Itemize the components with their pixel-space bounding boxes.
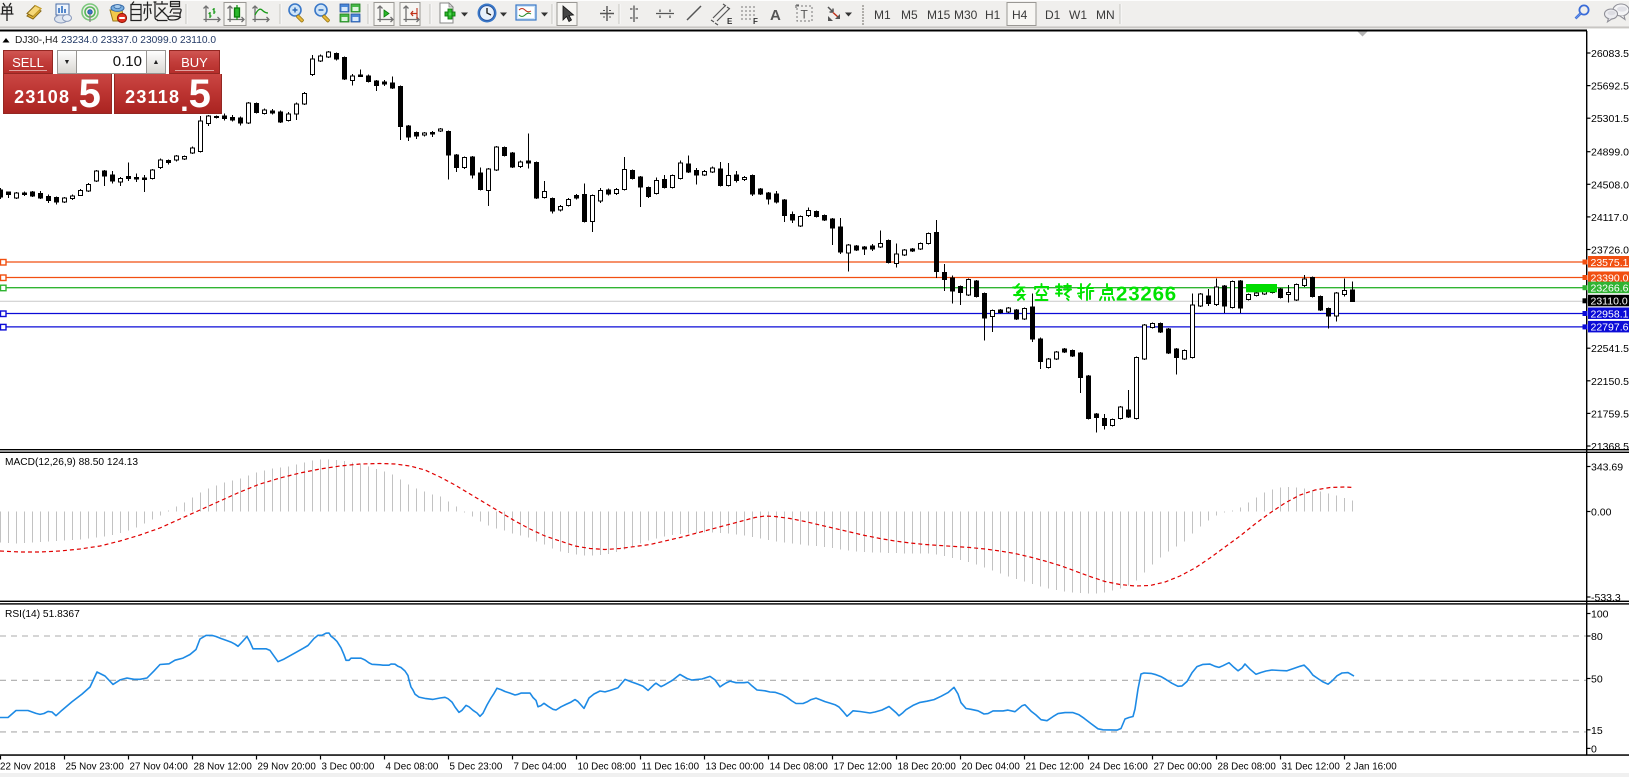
svg-text:23266: 23266 (1116, 283, 1177, 306)
svg-text:23110.0: 23110.0 (1591, 296, 1628, 308)
svg-text:21759.5: 21759.5 (1591, 408, 1629, 420)
svg-text:3 Dec 00:00: 3 Dec 00:00 (322, 762, 375, 773)
svg-text:27 Dec 00:00: 27 Dec 00:00 (1154, 762, 1213, 773)
svg-text:17 Dec 12:00: 17 Dec 12:00 (834, 762, 893, 773)
svg-text:18 Dec 20:00: 18 Dec 20:00 (898, 762, 957, 773)
svg-text:4 Dec 08:00: 4 Dec 08:00 (386, 762, 439, 773)
svg-text:23575.1: 23575.1 (1591, 257, 1629, 269)
svg-text:M15: M15 (927, 8, 951, 22)
svg-text:RSI(14) 51.8367: RSI(14) 51.8367 (5, 609, 80, 620)
svg-text:343.69: 343.69 (1591, 462, 1623, 474)
svg-text:24508.0: 24508.0 (1591, 179, 1629, 191)
svg-text:22541.5: 22541.5 (1591, 343, 1629, 355)
svg-text:24 Dec 16:00: 24 Dec 16:00 (1090, 762, 1149, 773)
svg-text:22 Nov 2018: 22 Nov 2018 (0, 762, 56, 773)
svg-text:-533.3: -533.3 (1591, 592, 1621, 604)
svg-text:23726.0: 23726.0 (1591, 245, 1629, 257)
svg-text:5 Dec 23:00: 5 Dec 23:00 (450, 762, 503, 773)
svg-text:M30: M30 (954, 8, 978, 22)
svg-text:24117.0: 24117.0 (1591, 212, 1628, 224)
svg-text:M1: M1 (874, 8, 891, 22)
svg-text:H4: H4 (1012, 8, 1028, 22)
svg-text:0.00: 0.00 (1591, 507, 1612, 519)
svg-text:11 Dec 16:00: 11 Dec 16:00 (642, 762, 700, 773)
svg-text:21 Dec 12:00: 21 Dec 12:00 (1026, 762, 1085, 773)
svg-text:50: 50 (1591, 674, 1603, 686)
svg-text:7 Dec 04:00: 7 Dec 04:00 (514, 762, 567, 773)
svg-text:M5: M5 (901, 8, 918, 22)
svg-text:T: T (801, 8, 809, 22)
svg-text:25 Nov 23:00: 25 Nov 23:00 (66, 762, 125, 773)
svg-text:E: E (727, 17, 733, 26)
svg-text:100: 100 (1591, 609, 1609, 621)
svg-text:25692.5: 25692.5 (1591, 81, 1629, 93)
svg-text:13 Dec 00:00: 13 Dec 00:00 (706, 762, 765, 773)
svg-text:22150.5: 22150.5 (1591, 376, 1629, 388)
svg-text:28 Nov 12:00: 28 Nov 12:00 (194, 762, 253, 773)
svg-text:A: A (770, 7, 781, 24)
svg-text:D1: D1 (1045, 8, 1061, 22)
svg-text:2 Jan 16:00: 2 Jan 16:00 (1346, 762, 1398, 773)
svg-text:W1: W1 (1069, 8, 1087, 22)
svg-text:80: 80 (1591, 631, 1603, 643)
svg-text:MN: MN (1096, 8, 1115, 22)
svg-text:0: 0 (1591, 743, 1597, 755)
svg-text:10 Dec 08:00: 10 Dec 08:00 (578, 762, 637, 773)
svg-text:DJ30-,H4: DJ30-,H4 (15, 35, 58, 46)
svg-text:21368.5: 21368.5 (1591, 441, 1629, 453)
svg-text:22797.6: 22797.6 (1591, 322, 1629, 334)
svg-text:F: F (753, 17, 758, 26)
svg-text:23234.0 23337.0 23099.0 23110.: 23234.0 23337.0 23099.0 23110.0 (61, 35, 216, 46)
svg-text:14 Dec 08:00: 14 Dec 08:00 (770, 762, 829, 773)
svg-text:22958.1: 22958.1 (1591, 308, 1629, 320)
svg-text:24899.0: 24899.0 (1591, 147, 1629, 159)
svg-text:26083.5: 26083.5 (1591, 48, 1629, 60)
svg-text:28 Dec 08:00: 28 Dec 08:00 (1218, 762, 1277, 773)
svg-text:27 Nov 04:00: 27 Nov 04:00 (130, 762, 189, 773)
svg-text:20 Dec 04:00: 20 Dec 04:00 (962, 762, 1021, 773)
svg-text:23266.6: 23266.6 (1591, 283, 1629, 295)
svg-text:15: 15 (1591, 725, 1603, 737)
svg-text:29 Nov 20:00: 29 Nov 20:00 (258, 762, 317, 773)
svg-text:25301.5: 25301.5 (1591, 113, 1629, 125)
svg-text:H1: H1 (985, 8, 1001, 22)
svg-text:MACD(12,26,9) 88.50 124.13: MACD(12,26,9) 88.50 124.13 (5, 457, 138, 468)
svg-text:31 Dec 12:00: 31 Dec 12:00 (1282, 762, 1341, 773)
svg-text:23390.0: 23390.0 (1591, 272, 1629, 284)
